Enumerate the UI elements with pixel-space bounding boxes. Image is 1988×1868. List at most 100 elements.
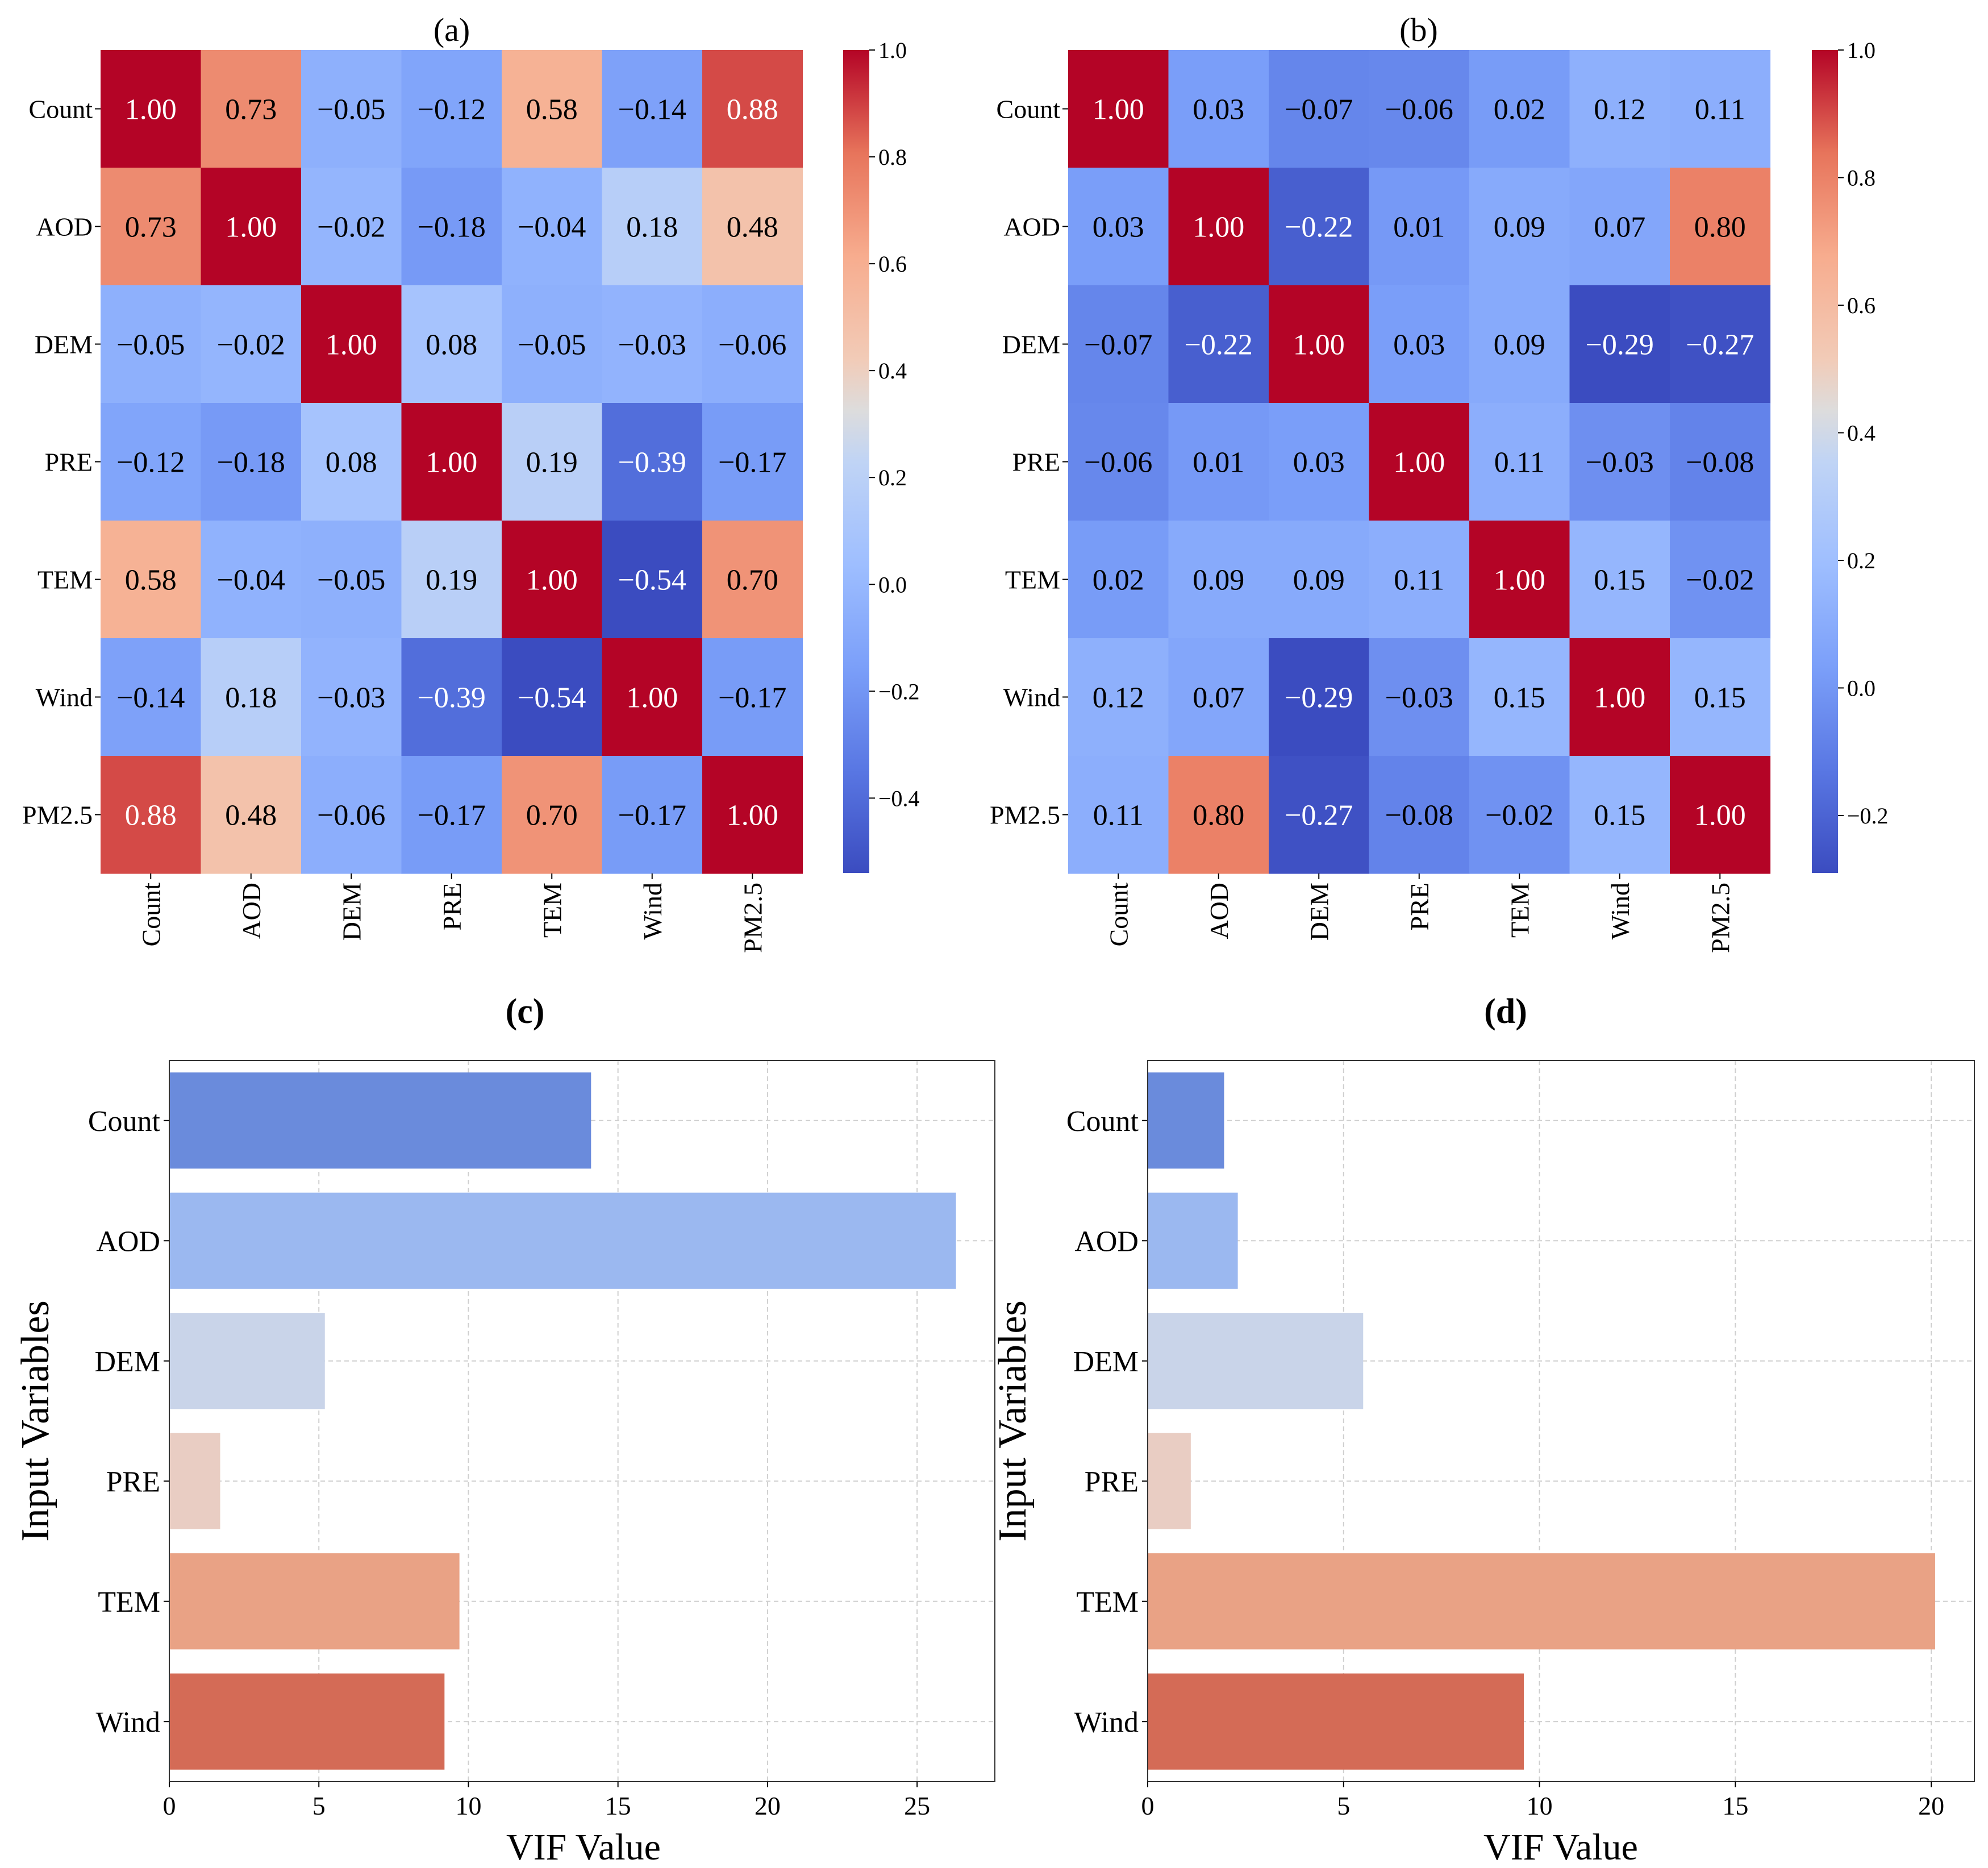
heatmap-cell [1068,50,1169,168]
cell-value-label: −0.29 [1285,682,1353,714]
cell-value-label: 0.02 [1093,564,1144,597]
colorbar-tick-label: −0.4 [878,785,920,811]
cell-value-label: 0.88 [727,94,778,126]
x-tick-label: TEM [537,883,566,938]
heatmap-cell [602,403,703,521]
cell-value-label: 0.07 [1193,682,1244,714]
heatmap-cell [401,521,502,639]
heatmap-cell [101,403,202,521]
cell-value-label: −0.22 [1185,329,1253,361]
colorbar-tick-label: −0.2 [878,679,920,704]
y-tick-label: PM2.5 [990,801,1060,830]
y-tick-label: TEM [1005,565,1060,594]
cell-value-label: 0.80 [1694,211,1746,244]
cell-value-label: 0.03 [1093,211,1144,244]
colorbar-tick-label: −0.2 [1847,803,1889,829]
heatmap-cell [502,285,603,403]
heatmap-cell [1670,638,1771,756]
x-tick-label: 20 [755,1791,781,1820]
y-tick-label: AOD [1074,1225,1139,1258]
x-tick-label: PRE [1405,883,1434,930]
cell-value-label: −0.07 [1285,94,1353,126]
heatmap-cell [101,285,202,403]
cell-value-label: −0.27 [1285,800,1353,832]
heatmap-cell [1369,756,1470,874]
cell-value-label: 0.12 [1594,94,1645,126]
heatmap-cell [1168,285,1269,403]
panel-title: (d) [1484,992,1527,1031]
bar-dem [169,1313,325,1409]
cell-value-label: −0.27 [1686,329,1754,361]
heatmap-cell [201,638,302,756]
heatmap-cell [301,638,402,756]
cell-value-label: −0.06 [1385,94,1453,126]
cell-value-label: −0.03 [1385,682,1453,714]
y-tick-label: DEM [1002,330,1060,359]
heatmap-cell [1168,756,1269,874]
heatmap-cell [1269,168,1370,286]
cell-value-label: −0.29 [1586,329,1654,361]
heatmap-cell [1369,521,1470,639]
y-tick-label: PM2.5 [22,801,93,830]
heatmap-cell [1670,285,1771,403]
cell-value-label: 0.19 [526,447,578,479]
cell-value-label: −0.06 [718,329,786,361]
colorbar-tick-label: 1.0 [878,38,907,63]
x-tick-label: AOD [237,883,266,939]
x-tick-label: 10 [455,1791,481,1820]
heatmap-cell [1269,50,1370,168]
heatmap-cell [602,638,703,756]
cell-value-label: −0.02 [317,211,385,244]
y-tick-label: Wind [36,683,93,712]
colorbar [843,50,869,873]
cell-value-label: 0.15 [1594,800,1645,832]
heatmap-cell [702,285,803,403]
x-tick-label: Count [1104,883,1133,947]
heatmap-cell [1469,756,1570,874]
heatmap-cell [1269,756,1370,874]
colorbar-tick-label: 0.4 [878,358,907,384]
cell-value-label: 0.15 [1694,682,1746,714]
cell-value-label: 0.15 [1594,564,1645,597]
x-tick-label: Wind [638,883,667,939]
heatmap-cell [1168,50,1269,168]
heatmap-cell [1369,403,1470,521]
heatmap-cell [702,638,803,756]
colorbar-tick-label: 0.2 [1847,548,1876,573]
x-tick-label: PRE [437,883,466,930]
y-tick-label: DEM [35,330,93,359]
cell-value-label: −0.12 [116,447,185,479]
y-tick-label: Count [1066,1105,1139,1138]
x-axis-label: VIF Value [506,1827,661,1868]
heatmap-cell [1469,638,1570,756]
heatmap-cell [201,756,302,874]
cell-value-label: 0.02 [1494,94,1545,126]
cell-value-label: −0.07 [1084,329,1152,361]
heatmap-cell [301,168,402,286]
heatmap-cell [1068,168,1169,286]
bar-dem [1148,1313,1364,1409]
cell-value-label: −0.06 [317,800,385,832]
heatmap-cell [101,168,202,286]
cell-value-label: 0.01 [1393,211,1445,244]
cell-value-label: 1.00 [526,564,578,597]
heatmap-cell [401,638,502,756]
y-tick-label: Count [88,1105,161,1138]
x-tick-label: 0 [163,1791,176,1820]
y-tick-label: TEM [1076,1586,1139,1619]
x-tick-label: DEM [1305,883,1333,941]
cell-value-label: −0.02 [217,329,285,361]
colorbar-tick-label: 0.8 [1847,165,1876,190]
heatmap-panel-b: (b) 1.00 0.03 −0.07 −0.06 0.02 0.12 0.11 0.03 1.0… [990,11,1889,953]
heatmap-cell [1569,50,1670,168]
cell-value-label: −0.03 [1586,447,1654,479]
cell-value-label: −0.17 [618,800,686,832]
heatmap-cell [401,168,502,286]
bar-tem [169,1553,460,1650]
cell-value-label: −0.05 [317,564,385,597]
x-tick-label: 25 [904,1791,930,1820]
cell-value-label: 0.03 [1293,447,1345,479]
heatmap-cell [1469,168,1570,286]
heatmap-cell [1469,403,1570,521]
cell-value-label: −0.02 [1485,800,1553,832]
